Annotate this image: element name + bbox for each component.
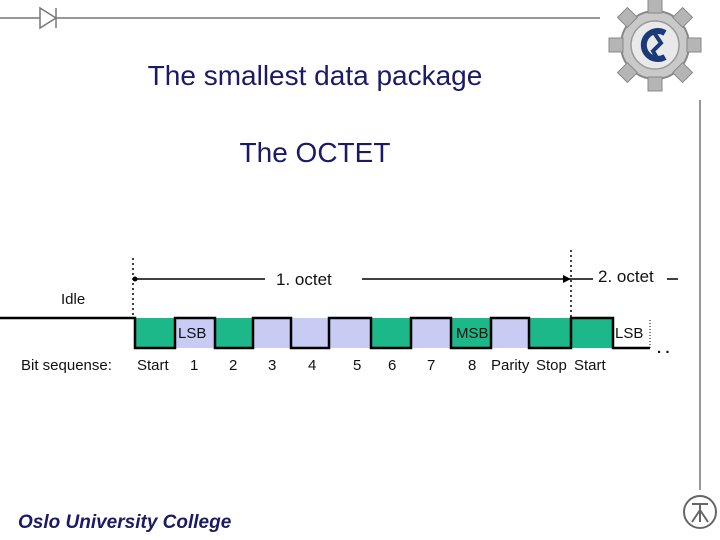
- lsb-label: LSB: [178, 325, 207, 342]
- bit-cell-7: [411, 318, 451, 348]
- slide-title: The smallest data package: [147, 60, 483, 91]
- bit-cell-stop: [529, 318, 571, 348]
- footer-college-name: Oslo University College: [18, 512, 232, 533]
- bit-label-start: Start: [137, 357, 169, 374]
- bit-cell-start: [135, 318, 175, 348]
- idle-label: Idle: [61, 291, 86, 308]
- bit-label-7: 7: [427, 357, 436, 374]
- bit-label-2: 2: [229, 357, 238, 374]
- transistor-icon: [683, 495, 717, 529]
- octet2-label: 2. octet: [598, 267, 654, 286]
- bit-cells: [135, 318, 613, 348]
- bit-label-start2: Start: [574, 357, 606, 374]
- bit-cell-8: [451, 318, 491, 348]
- octet1-label: 1. octet: [276, 270, 332, 289]
- diode-icon: [0, 6, 600, 30]
- bit-cell-5: [329, 318, 371, 348]
- bit-label-1: 1: [190, 357, 199, 374]
- bit-label-stop: Stop: [536, 357, 567, 374]
- bit-sequence-label: Bit sequense:: [21, 357, 112, 374]
- lsb2-label: LSB: [615, 325, 644, 342]
- bit-cell-3: [253, 318, 291, 348]
- signal-waveform: [0, 316, 650, 350]
- bit-cell-start2: [571, 318, 613, 348]
- octet-arrow-right-head: [563, 275, 571, 283]
- msb-label: MSB: [456, 325, 489, 342]
- slide-subtitle: The OCTET: [239, 137, 391, 168]
- bit-label-5: 5: [353, 357, 362, 374]
- gear-logo-icon: [608, 0, 702, 92]
- bit-label-4: 4: [308, 357, 317, 374]
- bit-label-parity: Parity: [491, 357, 530, 374]
- bit-label-3: 3: [268, 357, 277, 374]
- bit-label-6: 6: [388, 357, 397, 374]
- bit-cell-2: [215, 318, 253, 348]
- bit-cell-parity: [491, 318, 529, 348]
- bit-cell-4: [291, 318, 329, 348]
- bit-cell-1: [175, 318, 215, 348]
- octet-arrow-left-dot: [132, 276, 138, 282]
- continuation-ellipsis: . .: [657, 340, 670, 357]
- bit-cell-6: [371, 318, 411, 348]
- bit-label-8: 8: [468, 357, 477, 374]
